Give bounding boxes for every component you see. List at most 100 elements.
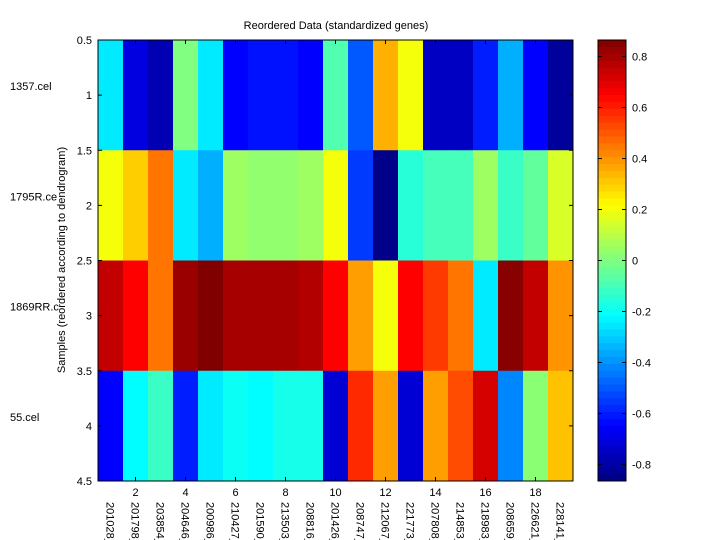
column-label: 201798_ xyxy=(129,502,141,540)
y-tick-label: 1.5 xyxy=(77,145,92,157)
colorbar-segment xyxy=(598,398,626,406)
column-label: 208816_ xyxy=(304,502,316,540)
colorbar-frame xyxy=(597,39,627,482)
colorbar-segment xyxy=(598,384,626,392)
colorbar-segment xyxy=(598,88,626,96)
colorbar-segment xyxy=(598,46,626,55)
heatmap-cell xyxy=(523,40,549,151)
colorbar-segment xyxy=(598,446,626,454)
column-label: 201426_ xyxy=(329,502,341,540)
column-label: 208659_ xyxy=(504,502,516,540)
y-tick-label: 0.5 xyxy=(77,35,92,47)
colorbar-tick-label: 0.4 xyxy=(632,154,647,166)
y-tick-label: 3 xyxy=(86,311,92,323)
row-label: 1869RR.c xyxy=(10,302,59,314)
colorbar-segment xyxy=(598,467,626,475)
colorbar-segment xyxy=(598,253,626,261)
x-tick-label: 14 xyxy=(429,487,441,499)
heatmap-cell xyxy=(523,370,549,482)
colorbar-segment xyxy=(598,412,626,420)
heatmap-cell xyxy=(323,150,349,261)
column-label: 201028_ xyxy=(104,502,116,540)
colorbar-tick-label: 0 xyxy=(632,256,638,268)
colorbar-segment xyxy=(598,232,626,241)
heatmap-cell xyxy=(448,150,474,261)
heatmap-cell xyxy=(123,260,149,372)
chart-title: Reordered Data (standardized genes) xyxy=(244,20,429,32)
heatmap-cell xyxy=(348,150,374,261)
colorbar-segment xyxy=(598,288,626,296)
colorbar-segment xyxy=(598,418,626,427)
column-label: 204646_ xyxy=(179,502,191,540)
colorbar-segment xyxy=(598,439,626,448)
colorbar-tick-label: -0.2 xyxy=(632,306,651,318)
column-label: 214853_ xyxy=(454,502,466,540)
heatmap-cell xyxy=(323,260,349,372)
colorbar-segment xyxy=(598,205,626,213)
heatmap-cell xyxy=(273,260,299,372)
x-tick-label: 16 xyxy=(479,487,491,499)
heatmap-cell xyxy=(373,370,399,482)
y-tick-label: 4 xyxy=(86,421,92,433)
colorbar-tick-label: -0.6 xyxy=(632,408,651,420)
heatmap-cell xyxy=(448,370,474,482)
heatmap-cell xyxy=(473,370,499,482)
heatmap-cell xyxy=(373,40,399,151)
heatmap-cell xyxy=(298,40,324,151)
colorbar-segment xyxy=(598,267,626,275)
heatmap-cell xyxy=(148,370,174,482)
colorbar-segment xyxy=(598,198,626,206)
colorbar-tick-label: 0.6 xyxy=(632,103,647,115)
heatmap-cell xyxy=(348,370,374,482)
heatmap-cell xyxy=(348,260,374,372)
colorbar-segment xyxy=(598,308,626,317)
colorbar-tick-label: -0.8 xyxy=(632,459,651,471)
colorbar-segment xyxy=(598,453,626,461)
heatmap-cell xyxy=(398,150,424,261)
colorbar-tick-label: -0.4 xyxy=(632,357,651,369)
colorbar-segment xyxy=(598,294,626,303)
heatmap-cell xyxy=(323,40,349,151)
colorbar-segment xyxy=(598,212,626,220)
heatmap-cell xyxy=(423,370,449,482)
colorbar-segment xyxy=(598,274,626,282)
heatmap-cell xyxy=(173,370,199,482)
x-tick-label: 12 xyxy=(379,487,391,499)
colorbar-segment xyxy=(598,122,626,131)
row-label: 1357.cel xyxy=(10,81,52,93)
heatmap-cell xyxy=(273,370,299,482)
heatmap-cell xyxy=(198,40,224,151)
colorbar-segment xyxy=(598,157,626,165)
heatmap-cell xyxy=(448,260,474,372)
heatmap-cell xyxy=(373,260,399,372)
x-tick-label: 4 xyxy=(182,487,188,499)
colorbar-tick-label: 0.2 xyxy=(632,205,647,217)
heatmap-cell xyxy=(473,260,499,372)
heatmap-cell xyxy=(173,260,199,372)
column-label: 228141_ xyxy=(554,502,566,540)
colorbar-segment xyxy=(598,129,626,137)
heatmap-cell xyxy=(423,40,449,151)
colorbar-segment xyxy=(598,40,626,48)
colorbar-segment xyxy=(598,363,626,372)
column-label: 212067_ xyxy=(379,502,391,540)
colorbar-segment xyxy=(598,356,626,365)
heatmap-cell xyxy=(473,150,499,261)
heatmap-cell xyxy=(298,260,324,372)
heatmap-cell xyxy=(498,370,524,482)
heatmap-cell xyxy=(148,150,174,261)
column-label: 200986_ xyxy=(204,502,216,540)
heatmap-cell xyxy=(273,40,299,151)
heatmap-cell xyxy=(248,150,274,261)
x-tick-label: 6 xyxy=(232,487,238,499)
colorbar-segment xyxy=(598,239,626,248)
heatmap-cell xyxy=(223,370,249,482)
colorbar-segment xyxy=(598,67,626,75)
column-label: 207808_ xyxy=(429,502,441,540)
heatmap-cell xyxy=(348,40,374,151)
x-tick-label: 18 xyxy=(529,487,541,499)
x-tick-label: 8 xyxy=(282,487,288,499)
heatmap-cell xyxy=(423,260,449,372)
y-tick-label: 4.5 xyxy=(77,476,92,488)
